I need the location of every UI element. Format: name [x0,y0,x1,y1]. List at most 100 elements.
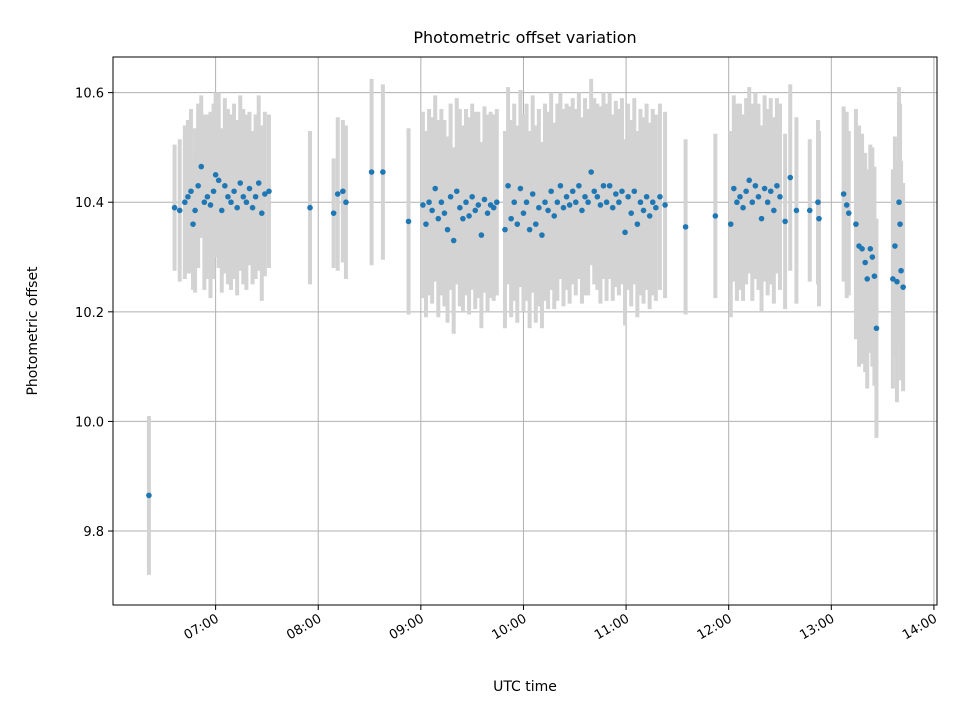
data-point [774,182,780,189]
data-point [597,202,604,208]
data-point [582,193,588,200]
data-point [737,193,743,200]
data-point [594,193,601,200]
chart-title: Photometric offset variation [413,28,636,47]
data-point [201,199,208,206]
y-tick-label: 10.4 [75,196,104,211]
data-point [475,202,482,208]
data-point [441,210,448,216]
data-point [231,188,237,195]
data-point [215,177,222,184]
data-point [420,202,426,208]
data-point [628,210,635,216]
data-point [871,273,878,280]
data-point [190,221,196,227]
data-point [898,267,904,274]
data-point [429,207,435,214]
data-point [481,196,488,203]
plot-frame [112,56,938,606]
data-point [613,191,619,197]
data-points [146,163,906,499]
data-point [682,224,689,230]
data-point [579,207,585,214]
data-point [243,199,250,206]
y-tick-label: 10.2 [75,306,104,321]
data-point [188,188,194,195]
data-point [457,204,463,211]
data-point [176,207,183,214]
data-point [777,193,783,200]
data-point [859,246,865,252]
data-point [252,193,259,200]
data-point [255,180,262,186]
data-point [653,204,659,211]
data-point [657,193,663,200]
data-point [616,199,622,206]
data-point [517,185,524,192]
data-point [225,193,231,200]
data-point [438,199,445,206]
data-point [622,229,628,236]
data-point [892,243,898,249]
data-point [755,193,762,200]
data-point [307,204,313,211]
data-point [258,210,265,216]
data-point [551,213,558,219]
data-point [643,193,650,200]
data-point [566,202,573,208]
data-point [542,199,548,206]
data-point [787,174,794,181]
data-point [237,180,244,186]
data-point [869,254,876,260]
data-point [463,199,469,206]
data-point [867,246,874,252]
data-point [234,204,240,211]
data-point [207,202,214,208]
data-point [210,188,217,195]
data-point [192,207,198,214]
y-tick-label: 10.6 [75,87,104,102]
data-point [758,215,765,222]
data-point [767,188,774,195]
data-point [460,215,466,222]
data-point [523,199,530,206]
data-point [185,193,191,200]
data-point [740,204,746,211]
data-point [466,213,472,219]
data-point [631,188,638,195]
data-point [484,210,491,216]
data-point [405,218,412,225]
data-point [198,163,205,170]
data-point [731,185,737,192]
data-point [603,199,610,206]
data-point [548,188,554,195]
data-point [843,202,850,208]
data-point [890,276,896,282]
data-point [334,191,341,197]
y-tick-label: 10.0 [75,415,104,430]
data-point [249,204,256,211]
data-point [469,193,475,200]
data-point [585,199,591,206]
data-point [588,169,594,175]
data-point [545,207,551,214]
data-point [649,199,656,206]
data-point [478,232,485,238]
data-point [734,199,740,206]
data-point [343,199,349,206]
data-point [514,221,521,227]
data-point [746,177,753,184]
data-point [435,215,442,222]
data-point [557,182,564,189]
data-point [502,226,508,233]
data-point [450,237,457,244]
data-point [646,213,653,219]
data-point [815,199,821,206]
data-point [529,191,536,197]
data-point [447,193,454,200]
data-point [218,207,225,214]
data-point [222,182,228,189]
data-point [472,207,479,214]
data-point [600,182,607,189]
